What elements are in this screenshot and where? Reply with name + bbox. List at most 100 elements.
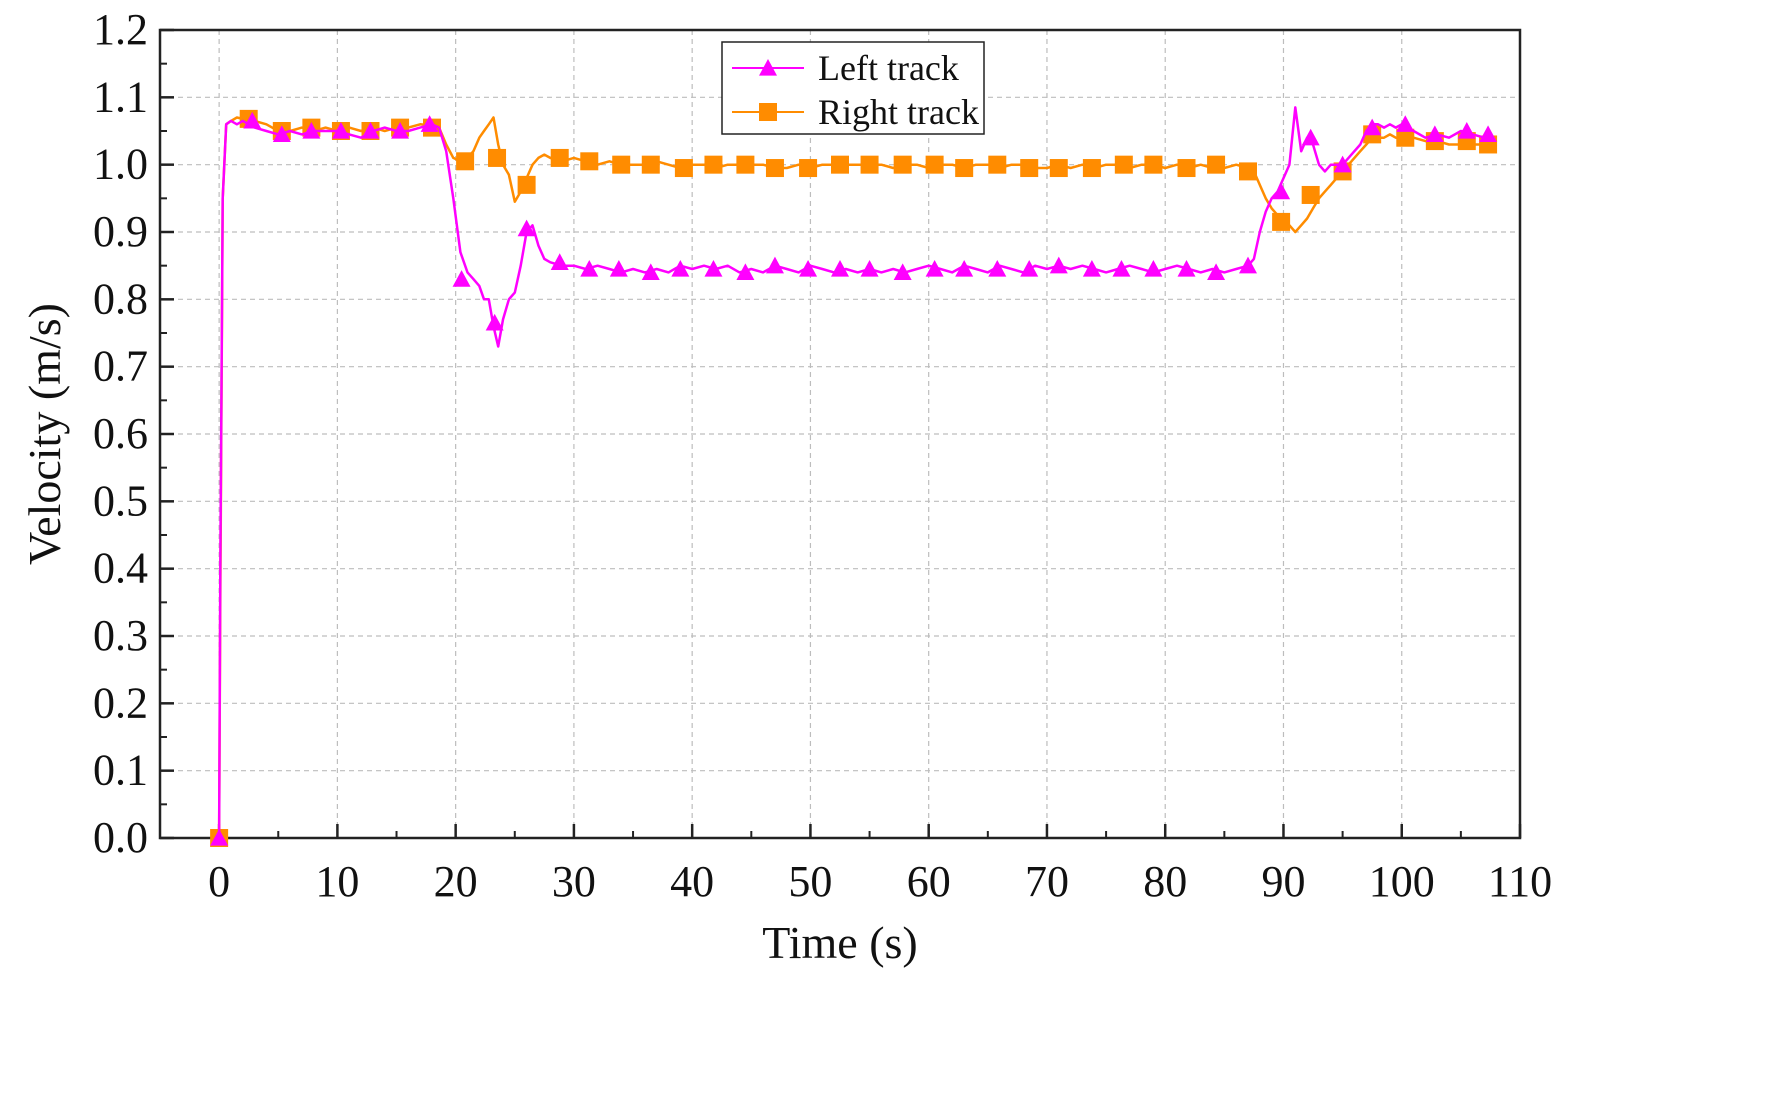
x-tick-label: 0 [208, 857, 230, 906]
x-tick-label: 60 [907, 857, 951, 906]
y-tick-label: 0.3 [93, 611, 148, 660]
y-tick-label: 0.5 [93, 476, 148, 525]
data-point-left-track [391, 122, 410, 139]
data-point-left-track [671, 260, 690, 277]
data-point-left-track [988, 260, 1007, 277]
data-point-left-track [517, 219, 536, 237]
data-point-left-track [1112, 260, 1131, 277]
data-point-right-track [1114, 155, 1133, 174]
data-point-left-track [1301, 128, 1320, 146]
grid [160, 30, 1521, 838]
data-point-right-track [674, 159, 693, 178]
y-tick-label: 0.8 [93, 274, 148, 323]
x-tick-label: 80 [1143, 857, 1187, 906]
data-point-right-track [580, 152, 599, 171]
data-point-right-track [1272, 212, 1291, 231]
data-point-right-track [1177, 159, 1196, 178]
data-point-right-track [988, 155, 1007, 174]
data-point-left-track [831, 260, 849, 277]
data-point-left-track [1082, 260, 1101, 277]
data-point-left-track [210, 829, 229, 846]
x-tick-label: 10 [315, 857, 359, 906]
data-point-left-track [641, 263, 660, 281]
series-left-track [210, 106, 1498, 846]
data-point-left-track [704, 260, 723, 277]
data-point-left-track [765, 256, 784, 274]
data-point-left-track [736, 263, 755, 281]
x-tick-label: 70 [1025, 857, 1069, 906]
legend-label-left-track: Left track [818, 48, 959, 88]
data-point-right-track [893, 155, 912, 174]
data-point-left-track [1144, 260, 1163, 277]
x-tick-label: 30 [552, 857, 596, 906]
y-tick-label: 1.2 [93, 5, 148, 54]
data-point-right-track [550, 148, 569, 167]
data-point-left-track [1333, 155, 1352, 173]
data-point-right-track [765, 159, 784, 178]
data-point-left-track [361, 122, 380, 139]
data-point-right-track [517, 175, 536, 194]
series-layer [210, 106, 1498, 847]
series-line-left-track [217, 106, 1485, 839]
data-point-left-track [609, 260, 628, 277]
legend-label-right-track: Right track [818, 92, 979, 132]
data-point-right-track [1049, 159, 1068, 178]
data-point-left-track [1239, 256, 1257, 274]
data-point-right-track [612, 155, 631, 174]
y-axis-title: Velocity (m/s) [19, 303, 70, 565]
x-tick-label: 110 [1488, 857, 1552, 906]
y-tick-label: 1.0 [93, 140, 148, 189]
data-point-left-track [799, 260, 818, 277]
data-point-left-track [860, 260, 879, 277]
data-point-left-track [420, 115, 439, 132]
data-point-left-track [1020, 260, 1039, 277]
legend-marker-triangle [759, 59, 777, 76]
y-tick-label: 0.9 [93, 207, 148, 256]
data-point-right-track [955, 159, 974, 178]
y-tick-label: 0.2 [93, 678, 148, 727]
legend-marker-square [759, 103, 777, 121]
x-tick-label: 20 [434, 857, 478, 906]
data-point-left-track [331, 122, 350, 139]
data-point-right-track [704, 155, 723, 174]
data-point-left-track [955, 260, 974, 277]
y-tick-label: 0.7 [93, 342, 148, 391]
data-point-left-track [550, 253, 569, 270]
data-point-left-track [243, 111, 262, 129]
x-tick-label: 40 [670, 857, 714, 906]
data-point-right-track [488, 148, 507, 167]
series-right-track [210, 109, 1498, 847]
data-point-left-track [1207, 263, 1226, 281]
data-point-right-track [1144, 155, 1163, 174]
x-tick-label: 90 [1261, 857, 1305, 906]
data-point-left-track [1457, 122, 1476, 139]
series-line-right-track [217, 116, 1485, 839]
x-tick-label: 50 [788, 857, 832, 906]
data-point-left-track [1479, 125, 1498, 143]
y-tick-label: 0.1 [93, 746, 148, 795]
data-point-right-track [1207, 155, 1226, 174]
data-point-left-track [893, 263, 912, 281]
data-point-left-track [1396, 115, 1415, 132]
data-point-left-track [1177, 260, 1196, 277]
data-point-right-track [1082, 159, 1101, 178]
data-point-right-track [860, 155, 879, 174]
x-tick-label: 100 [1369, 857, 1435, 906]
y-tick-label: 0.0 [93, 813, 148, 862]
legend: Left track Right track [721, 41, 985, 135]
axis-ticks: 0 10 20 30 40 50 60 70 80 90 100 110 0.0 0.1 0.2 0.3 0.4… [93, 5, 1552, 906]
y-tick-label: 0.4 [93, 544, 148, 593]
data-point-left-track [485, 313, 504, 331]
data-point-left-track [925, 260, 944, 277]
x-axis-title: Time (s) [762, 917, 918, 968]
data-point-right-track [1020, 159, 1039, 178]
data-point-left-track [580, 260, 599, 277]
data-point-left-track [1049, 256, 1068, 274]
data-point-left-track [302, 122, 321, 139]
data-point-right-track [641, 155, 660, 174]
data-point-right-track [1301, 185, 1320, 204]
data-point-left-track [1363, 118, 1382, 136]
data-point-left-track [1272, 182, 1291, 200]
